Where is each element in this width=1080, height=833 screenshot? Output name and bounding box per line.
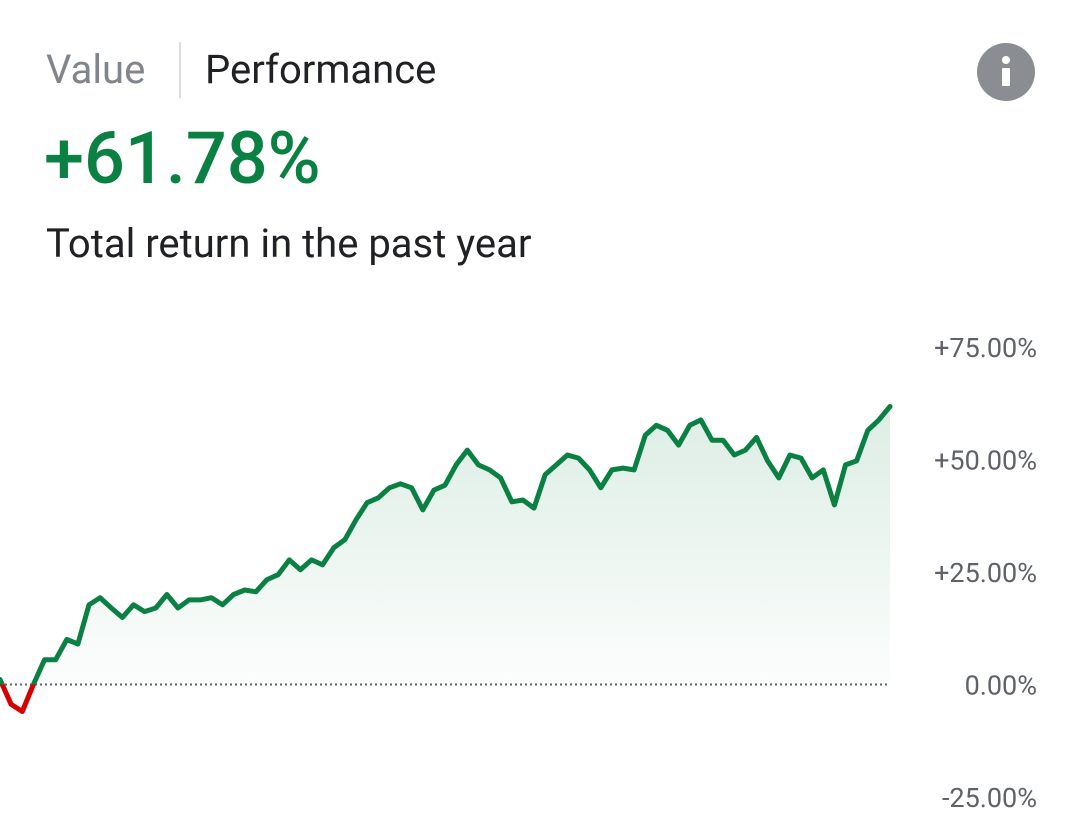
- info-dot: [1002, 56, 1010, 64]
- y-tick-label: +50.00%: [934, 445, 1037, 477]
- area: [0, 406, 890, 712]
- y-tick-label: -25.00%: [942, 782, 1037, 814]
- y-tick-label: 0.00%: [965, 670, 1037, 702]
- y-tick-label: +75.00%: [934, 332, 1037, 364]
- headline: +61.78%: [44, 116, 321, 201]
- return-line: [0, 404, 893, 714]
- info-stem: [1002, 68, 1010, 86]
- tab-value[interactable]: Value: [46, 46, 145, 93]
- tab-performance[interactable]: Performance: [205, 46, 436, 93]
- info-button[interactable]: [977, 43, 1035, 101]
- plot: -25.00% 0.00% +25.00% +50.00% +75.00%: [0, 332, 1037, 814]
- subtitle: Total return in the past year: [46, 220, 531, 267]
- y-tick-label: +25.00%: [934, 557, 1037, 589]
